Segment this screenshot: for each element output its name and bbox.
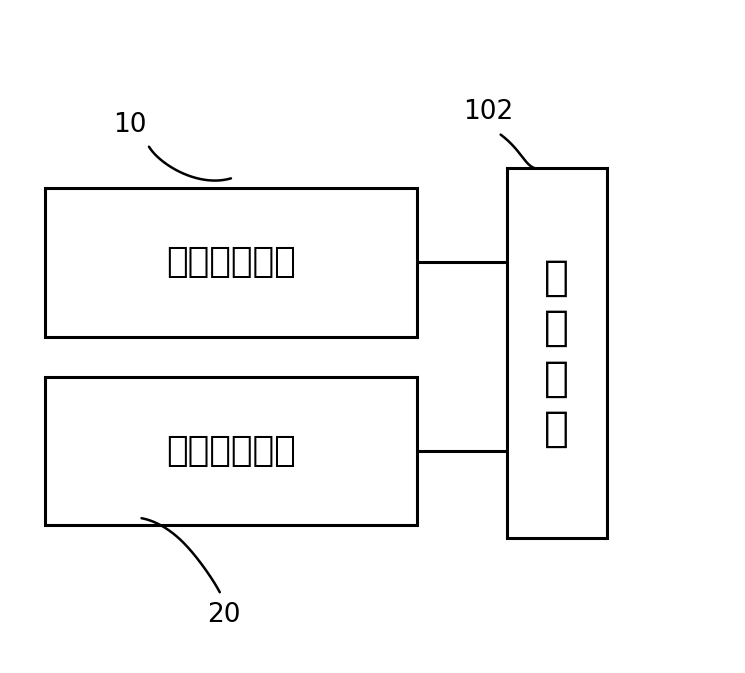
Text: 时序控制模块: 时序控制模块 (166, 246, 296, 279)
Bar (45, 377, 417, 525)
Text: 显
示
面
板: 显 示 面 板 (545, 257, 569, 450)
Bar (507, 168, 607, 538)
Text: 20: 20 (207, 602, 240, 629)
Text: 10: 10 (114, 112, 147, 138)
Text: 伽马电压模块: 伽马电压模块 (166, 434, 296, 468)
Bar (45, 188, 417, 336)
Text: 102: 102 (463, 98, 513, 125)
